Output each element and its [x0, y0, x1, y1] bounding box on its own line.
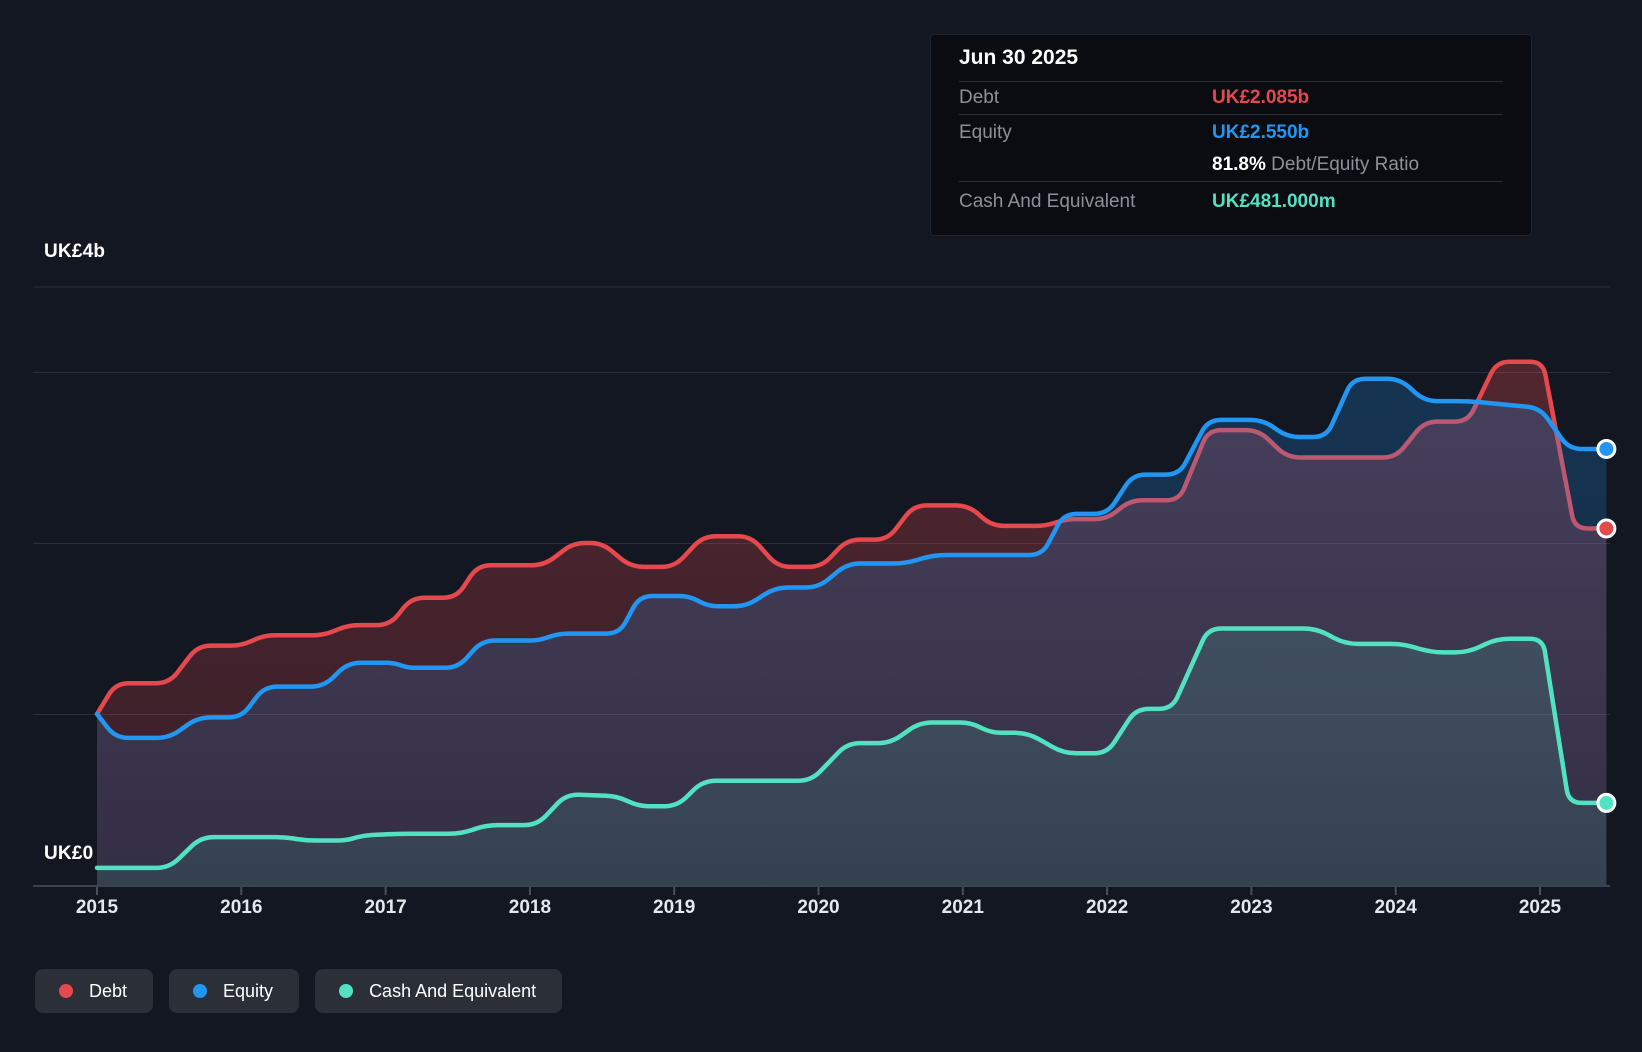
tooltip-ratio: 81.8% Debt/Equity Ratio [1212, 154, 1503, 176]
chart-legend: Debt Equity Cash And Equivalent [35, 969, 563, 1013]
tooltip-equity-value: UK£2.550b [1212, 121, 1310, 143]
legend-button-cash[interactable]: Cash And Equivalent [315, 969, 563, 1013]
tooltip-ratio-value: 81.8% [1212, 153, 1266, 175]
legend-button-equity[interactable]: Equity [169, 969, 300, 1013]
legend-label: Cash And Equivalent [369, 980, 537, 1001]
tooltip-row-debt: Debt UK£2.085b [959, 82, 1503, 115]
x-axis-year-label: 2016 [220, 897, 263, 918]
legend-label: Debt [89, 980, 128, 1001]
cash-end-marker [1596, 792, 1617, 813]
x-axis-year-label: 2018 [508, 897, 552, 918]
y-axis-max-label: UK£4b [44, 241, 106, 262]
x-axis-year-label: 2015 [75, 897, 119, 918]
x-axis-year-label: 2021 [941, 897, 984, 918]
debt-end-marker [1596, 518, 1617, 539]
x-axis-year-label: 2022 [1085, 897, 1129, 918]
tooltip-debt-value: UK£2.085b [1212, 87, 1310, 108]
legend-label: Equity [223, 980, 274, 1001]
x-axis-year-label: 2023 [1230, 897, 1273, 918]
tooltip-date: Jun 30 2025 [959, 35, 1503, 82]
tooltip-row-equity: Equity UK£2.550b [959, 115, 1503, 148]
tooltip-ratio-label: Debt/Equity Ratio [1271, 153, 1420, 175]
x-axis-year-label: 2017 [364, 897, 407, 918]
tooltip-row-ratio: 81.8% Debt/Equity Ratio [959, 148, 1503, 182]
chart-tooltip: Jun 30 2025 Debt UK£2.085b Equity UK£2.5… [930, 34, 1532, 236]
y-axis-zero-label: UK£0 [44, 843, 94, 864]
tooltip-equity-label: Equity [959, 121, 1012, 143]
x-axis [33, 885, 1610, 895]
legend-dot-icon [339, 984, 354, 998]
cash-area [97, 628, 1607, 885]
x-axis-year-label: 2025 [1518, 897, 1562, 918]
x-axis-year-label: 2019 [653, 897, 696, 918]
legend-button-debt[interactable]: Debt [35, 969, 154, 1013]
legend-dot-icon [59, 984, 73, 998]
legend-dot-icon [193, 984, 208, 998]
cash-line [94, 626, 1609, 871]
tooltip-cash-label: Cash And Equivalent [959, 191, 1136, 212]
equity-end-marker [1596, 438, 1617, 459]
tooltip-debt-label: Debt [959, 87, 1000, 108]
tooltip-row-cash: Cash And Equivalent UK£481.000m [959, 182, 1503, 222]
tooltip-cash-value: UK£481.000m [1212, 191, 1336, 212]
x-axis-year-label: 2024 [1374, 897, 1417, 918]
x-axis-year-label: 2020 [797, 897, 840, 918]
equity-line [94, 376, 1609, 741]
